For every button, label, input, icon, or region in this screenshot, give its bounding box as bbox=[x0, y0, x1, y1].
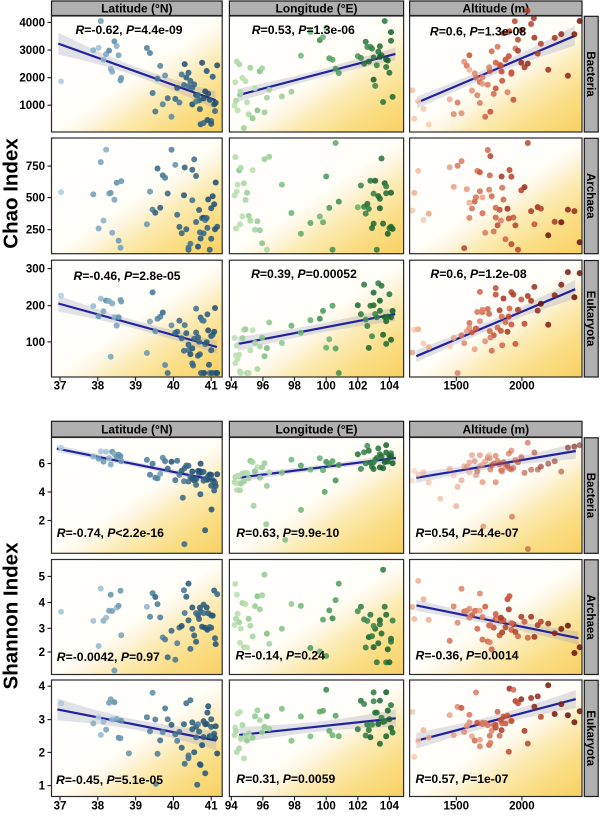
svg-text:40: 40 bbox=[167, 380, 180, 392]
svg-text:R=0.53, P=1.3e-06: R=0.53, P=1.3e-06 bbox=[252, 23, 355, 37]
svg-text:38: 38 bbox=[91, 380, 104, 392]
svg-text:300: 300 bbox=[26, 264, 45, 276]
svg-text:250: 250 bbox=[26, 225, 45, 237]
svg-text:4000: 4000 bbox=[19, 17, 45, 29]
svg-text:37: 37 bbox=[54, 800, 67, 812]
svg-text:Bacteria: Bacteria bbox=[584, 473, 596, 519]
svg-text:104: 104 bbox=[380, 380, 400, 392]
svg-text:200: 200 bbox=[26, 301, 45, 313]
svg-text:750: 750 bbox=[26, 161, 45, 173]
svg-text:2: 2 bbox=[39, 747, 45, 759]
svg-text:2: 2 bbox=[39, 647, 45, 659]
svg-text:4: 4 bbox=[39, 598, 46, 610]
svg-text:2: 2 bbox=[39, 516, 45, 528]
svg-text:Archaea: Archaea bbox=[584, 594, 596, 640]
svg-text:R=-0.36, P=0.0014: R=-0.36, P=0.0014 bbox=[416, 649, 519, 663]
svg-text:R=0.39, P=0.00052: R=0.39, P=0.00052 bbox=[251, 267, 357, 281]
svg-text:Archaea: Archaea bbox=[584, 173, 596, 219]
svg-text:100: 100 bbox=[317, 800, 336, 812]
svg-text:41: 41 bbox=[205, 800, 218, 812]
svg-text:102: 102 bbox=[348, 800, 367, 812]
svg-text:3: 3 bbox=[39, 623, 45, 635]
svg-text:2000: 2000 bbox=[509, 800, 535, 812]
svg-text:98: 98 bbox=[288, 800, 301, 812]
svg-text:R=-0.0042, P=0.97: R=-0.0042, P=0.97 bbox=[57, 650, 160, 664]
svg-text:R=-0.62, P=4.4e-09: R=-0.62, P=4.4e-09 bbox=[75, 23, 182, 37]
svg-text:2000: 2000 bbox=[19, 73, 45, 85]
svg-text:R=-0.46, P=2.8e-05: R=-0.46, P=2.8e-05 bbox=[73, 269, 180, 283]
svg-text:Latitude (°N): Latitude (°N) bbox=[101, 1, 172, 15]
svg-text:40: 40 bbox=[167, 800, 180, 812]
svg-text:R=-0.74, P<2.2e-16: R=-0.74, P<2.2e-16 bbox=[57, 526, 164, 540]
svg-text:Longitude (°E): Longitude (°E) bbox=[275, 422, 357, 436]
svg-text:6: 6 bbox=[39, 459, 45, 471]
svg-text:5: 5 bbox=[39, 571, 46, 583]
svg-text:39: 39 bbox=[129, 380, 142, 392]
svg-text:4: 4 bbox=[39, 681, 46, 693]
svg-text:1500: 1500 bbox=[444, 380, 470, 392]
svg-text:Latitude (°N): Latitude (°N) bbox=[101, 422, 172, 436]
svg-text:39: 39 bbox=[129, 800, 142, 812]
svg-text:Altitude (m): Altitude (m) bbox=[462, 422, 529, 436]
svg-text:100: 100 bbox=[26, 337, 45, 349]
svg-text:R=0.54, P=4.4e-07: R=0.54, P=4.4e-07 bbox=[416, 526, 519, 540]
svg-text:104: 104 bbox=[380, 800, 400, 812]
svg-text:3000: 3000 bbox=[19, 45, 45, 57]
svg-text:Longitude (°E): Longitude (°E) bbox=[275, 1, 357, 15]
svg-text:R=-0.45, P=5.1e-05: R=-0.45, P=5.1e-05 bbox=[56, 773, 163, 787]
svg-text:38: 38 bbox=[91, 800, 104, 812]
svg-text:500: 500 bbox=[26, 193, 45, 205]
svg-text:1500: 1500 bbox=[444, 800, 470, 812]
svg-text:Bacteria: Bacteria bbox=[584, 51, 596, 97]
svg-text:Chao Index: Chao Index bbox=[0, 138, 22, 249]
svg-text:R=-0.14, P=0.24: R=-0.14, P=0.24 bbox=[236, 649, 326, 663]
svg-text:96: 96 bbox=[257, 380, 270, 392]
svg-text:R=0.6, P=1.2e-08: R=0.6, P=1.2e-08 bbox=[430, 267, 526, 281]
svg-text:R=0.31, P=0.0059: R=0.31, P=0.0059 bbox=[236, 772, 335, 786]
svg-text:41: 41 bbox=[205, 380, 218, 392]
svg-text:R=0.63, P=9.9e-10: R=0.63, P=9.9e-10 bbox=[236, 526, 339, 540]
svg-text:R=0.57, P=1e-07: R=0.57, P=1e-07 bbox=[416, 772, 509, 786]
svg-text:Eukaryota: Eukaryota bbox=[584, 710, 596, 766]
svg-text:37: 37 bbox=[54, 380, 67, 392]
svg-text:102: 102 bbox=[348, 380, 367, 392]
svg-text:94: 94 bbox=[225, 380, 238, 392]
svg-text:R=0.6, P=1.3e-08: R=0.6, P=1.3e-08 bbox=[430, 24, 526, 38]
svg-text:96: 96 bbox=[257, 800, 270, 812]
svg-text:1: 1 bbox=[39, 781, 46, 793]
svg-text:Eukaryota: Eukaryota bbox=[584, 291, 596, 347]
svg-text:100: 100 bbox=[317, 380, 336, 392]
svg-text:94: 94 bbox=[225, 800, 238, 812]
svg-text:98: 98 bbox=[288, 380, 301, 392]
svg-text:1000: 1000 bbox=[19, 100, 45, 112]
svg-text:2000: 2000 bbox=[509, 380, 535, 392]
svg-text:Altitude (m): Altitude (m) bbox=[462, 1, 529, 15]
svg-text:4: 4 bbox=[39, 487, 46, 499]
svg-text:3: 3 bbox=[39, 715, 45, 727]
svg-text:Shannon Index: Shannon Index bbox=[0, 542, 22, 690]
